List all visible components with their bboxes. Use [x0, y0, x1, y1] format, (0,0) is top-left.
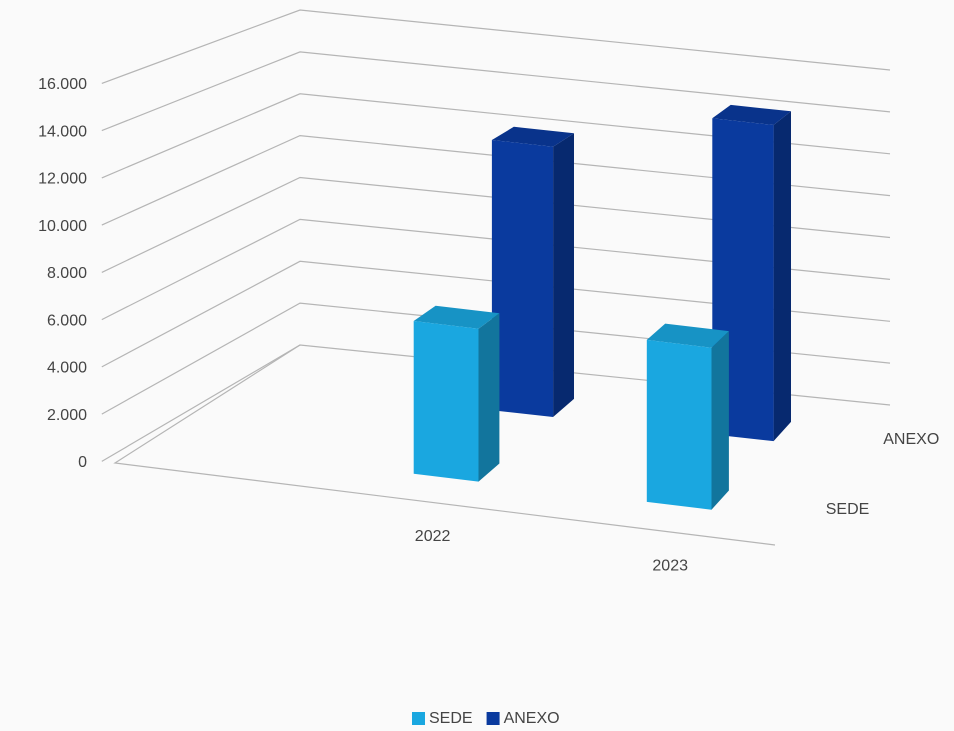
y-tick-label: 6.000: [47, 312, 87, 329]
grid-line: [101, 9, 891, 84]
bar: [646, 323, 729, 510]
grid-line: [101, 51, 891, 132]
bar-top: [646, 323, 729, 348]
bar-top: [413, 305, 500, 329]
bar-side: [773, 111, 791, 442]
y-tick-label: 12.000: [38, 171, 87, 188]
y-tick-label: 4.000: [47, 360, 87, 377]
x-tick-label: 2022: [415, 528, 451, 545]
depth-label: ANEXO: [883, 431, 939, 448]
bar-front: [413, 321, 479, 482]
x-tick-label: 2023: [652, 557, 688, 574]
bar: [413, 305, 500, 482]
floor-edge: [113, 344, 776, 546]
grid-line: [101, 260, 891, 368]
bar-side: [553, 133, 574, 417]
y-tick-label: 10.000: [38, 218, 87, 235]
y-tick-label: 0: [78, 454, 87, 471]
bar-top: [491, 126, 574, 147]
grid-line: [101, 218, 891, 321]
legend-swatch: [412, 712, 425, 725]
depth-label: SEDE: [826, 501, 870, 518]
grid-line: [101, 176, 891, 273]
legend-label: ANEXO: [504, 710, 560, 727]
bar-side: [711, 331, 729, 510]
legend-swatch: [486, 712, 500, 725]
bar-top: [712, 104, 791, 125]
bar: [491, 126, 574, 417]
y-tick-label: 8.000: [47, 265, 87, 282]
legend-label: SEDE: [429, 710, 473, 727]
y-tick-label: 2.000: [47, 407, 87, 424]
grid-line: [101, 134, 891, 226]
bar-front: [646, 339, 712, 510]
bar-side: [478, 313, 500, 482]
y-tick-label: 14.000: [38, 123, 87, 140]
grid-line: [101, 93, 891, 179]
y-tick-label: 16.000: [38, 76, 87, 93]
bar-front: [491, 140, 554, 417]
